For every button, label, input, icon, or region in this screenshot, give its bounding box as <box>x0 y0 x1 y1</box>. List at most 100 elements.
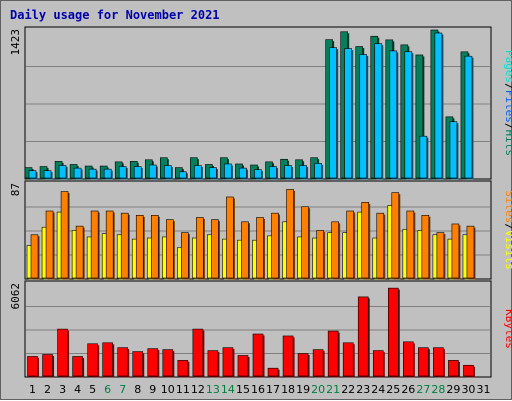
bar-kbytes-day-19 <box>297 353 309 377</box>
x-tick-label-day-27: 27 <box>416 383 430 396</box>
x-tick-label-day-3: 3 <box>59 383 66 396</box>
x-tick-label-day-30: 30 <box>461 383 475 396</box>
x-tick-label-day-28: 28 <box>431 383 445 396</box>
bar-sites-day-12 <box>196 217 204 279</box>
bar-files-day-30 <box>464 55 473 179</box>
bar-sites-day-14 <box>226 196 234 279</box>
bar-files-day-29 <box>449 121 458 179</box>
bar-sites-day-1 <box>30 234 39 279</box>
bar-files-day-7 <box>118 166 127 179</box>
bar-sites-day-5 <box>90 210 99 279</box>
bar-files-day-4 <box>73 167 82 179</box>
bar-files-day-24 <box>374 43 383 179</box>
bar-sites-day-6 <box>105 210 114 279</box>
x-tick-label-day-20: 20 <box>311 383 325 396</box>
bar-files-day-13 <box>209 167 217 179</box>
x-tick-label-day-17: 17 <box>266 383 280 396</box>
x-tick-label-day-7: 7 <box>119 383 126 396</box>
bar-kbytes-day-28 <box>433 347 444 377</box>
bar-files-day-2 <box>43 170 52 179</box>
x-tick-label-day-29: 29 <box>446 383 460 396</box>
bar-sites-day-23 <box>361 202 370 279</box>
bar-kbytes-day-30 <box>463 364 474 377</box>
bar-kbytes-day-22 <box>342 342 354 377</box>
bar-sites-day-7 <box>120 212 129 279</box>
axis-label: KBytes <box>503 309 512 349</box>
bar-sites-day-18 <box>286 189 294 279</box>
bar-files-day-20 <box>314 163 322 179</box>
axis-label-part: / <box>503 123 512 130</box>
bar-files-day-11 <box>179 171 187 179</box>
bar-kbytes-day-24 <box>372 350 384 377</box>
x-tick-label-day-21: 21 <box>326 383 340 396</box>
x-tick-label-day-25: 25 <box>386 383 400 396</box>
x-tick-label-day-14: 14 <box>221 383 235 396</box>
x-tick-label-day-11: 11 <box>176 383 190 396</box>
axis-label: Pages/Files/Hits <box>503 50 512 156</box>
bar-sites-day-19 <box>301 206 309 279</box>
bar-sites-day-27 <box>421 215 430 279</box>
bar-kbytes-day-3 <box>57 328 68 377</box>
bar-files-day-1 <box>28 170 37 179</box>
x-tick-label-day-4: 4 <box>74 383 81 396</box>
bar-sites-day-21 <box>331 221 339 279</box>
y-max-label: 87 <box>9 183 22 196</box>
x-tick-label-day-1: 1 <box>29 383 36 396</box>
bar-sites-day-26 <box>406 210 415 279</box>
axis-label-part: KBytes <box>503 309 512 349</box>
x-tick-label-day-2: 2 <box>44 383 51 396</box>
bar-files-day-25 <box>389 50 398 179</box>
chart-title: Daily usage for November 2021 <box>10 8 220 22</box>
axis-label-part: Hits <box>503 130 512 157</box>
bar-sites-day-22 <box>346 210 354 279</box>
bar-files-day-5 <box>88 168 97 179</box>
bar-kbytes-day-14 <box>222 347 234 377</box>
bar-files-day-6 <box>103 168 112 179</box>
bar-kbytes-day-29 <box>448 360 459 377</box>
bar-kbytes-day-11 <box>177 360 189 377</box>
x-tick-label-day-31: 31 <box>476 383 490 396</box>
bar-sites-day-24 <box>376 212 385 279</box>
bar-kbytes-day-7 <box>117 347 129 377</box>
bar-sites-day-9 <box>150 215 159 279</box>
bar-files-day-10 <box>164 165 172 179</box>
bar-kbytes-day-15 <box>237 355 249 377</box>
bar-files-day-26 <box>404 51 413 179</box>
bar-sites-day-20 <box>316 230 324 279</box>
axis-label-part: Visits <box>503 230 512 270</box>
x-tick-label-day-15: 15 <box>236 383 250 396</box>
bar-kbytes-day-25 <box>387 287 399 377</box>
x-tick-label-day-10: 10 <box>161 383 175 396</box>
x-tick-label-day-19: 19 <box>296 383 310 396</box>
axis-label: Sites/Visits <box>503 190 512 270</box>
bar-sites-day-11 <box>181 232 189 279</box>
bar-files-day-18 <box>284 165 292 179</box>
bar-kbytes-day-8 <box>132 351 144 377</box>
bar-kbytes-day-17 <box>267 367 279 377</box>
bar-files-day-27 <box>419 135 428 179</box>
bar-sites-day-3 <box>60 191 69 279</box>
x-tick-label-day-13: 13 <box>206 383 220 396</box>
bar-sites-day-8 <box>135 215 144 279</box>
x-tick-label-day-5: 5 <box>89 383 96 396</box>
bar-hits-day-27 <box>415 54 424 179</box>
bar-files-day-12 <box>194 165 202 179</box>
bar-files-day-15 <box>239 167 247 179</box>
axis-label-part: / <box>503 223 512 230</box>
bar-sites-day-29 <box>451 223 460 279</box>
bar-kbytes-day-4 <box>72 356 83 377</box>
bar-files-day-3 <box>58 165 67 179</box>
x-tick-label-day-26: 26 <box>401 383 415 396</box>
y-max-label: 6062 <box>9 283 22 310</box>
bar-kbytes-day-10 <box>162 349 174 377</box>
bar-sites-day-28 <box>436 232 445 279</box>
axis-label-part: / <box>503 83 512 90</box>
bar-sites-day-4 <box>75 225 84 279</box>
bar-files-day-22 <box>344 48 352 179</box>
axis-label-part: Sites <box>503 190 512 223</box>
bar-files-day-19 <box>299 165 307 179</box>
bar-kbytes-day-13 <box>207 350 219 377</box>
bar-kbytes-day-2 <box>42 354 53 377</box>
